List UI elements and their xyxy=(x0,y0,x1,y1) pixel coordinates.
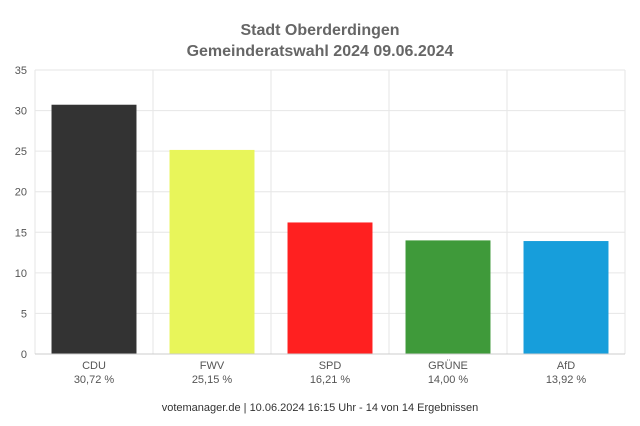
bar-spd[interactable] xyxy=(287,222,373,354)
y-tick-label: 25 xyxy=(15,146,27,158)
x-category-label: FWV xyxy=(200,360,225,372)
bar-fwv[interactable] xyxy=(169,149,255,354)
y-tick-label: 30 xyxy=(15,106,27,118)
x-category-label: GRÜNE xyxy=(428,360,468,372)
x-category-label: CDU xyxy=(82,360,106,372)
y-tick-label: 20 xyxy=(15,187,27,199)
x-value-label: 14,00 % xyxy=(428,374,469,386)
y-tick-label: 15 xyxy=(15,227,27,239)
axis-layer: 0 5 10 15 20 25 30 35 CDU 30,72 % FWV 25,15 % SPD 16,… xyxy=(15,65,625,386)
chart-subtitle: Gemeinderatswahl 2024 09.06.2024 xyxy=(187,43,454,60)
x-category-label: AfD xyxy=(557,360,575,372)
y-tick-label: 5 xyxy=(21,308,27,320)
bar-afd[interactable] xyxy=(523,241,609,354)
x-value-label: 25,15 % xyxy=(192,374,233,386)
x-value-label: 30,72 % xyxy=(74,374,115,386)
bar-cdu[interactable] xyxy=(51,104,137,354)
x-category-label: SPD xyxy=(319,360,342,372)
x-value-label: 13,92 % xyxy=(546,374,587,386)
chart-title: Stadt Oberderdingen xyxy=(240,22,399,39)
y-tick-label: 35 xyxy=(15,65,27,77)
bar-grüne[interactable] xyxy=(405,240,491,354)
x-value-label: 16,21 % xyxy=(310,374,351,386)
chart-footer: votemanager.de | 10.06.2024 16:15 Uhr - … xyxy=(162,402,479,414)
bar-layer xyxy=(51,104,609,354)
y-tick-label: 0 xyxy=(21,349,27,361)
y-tick-label: 10 xyxy=(15,268,27,280)
